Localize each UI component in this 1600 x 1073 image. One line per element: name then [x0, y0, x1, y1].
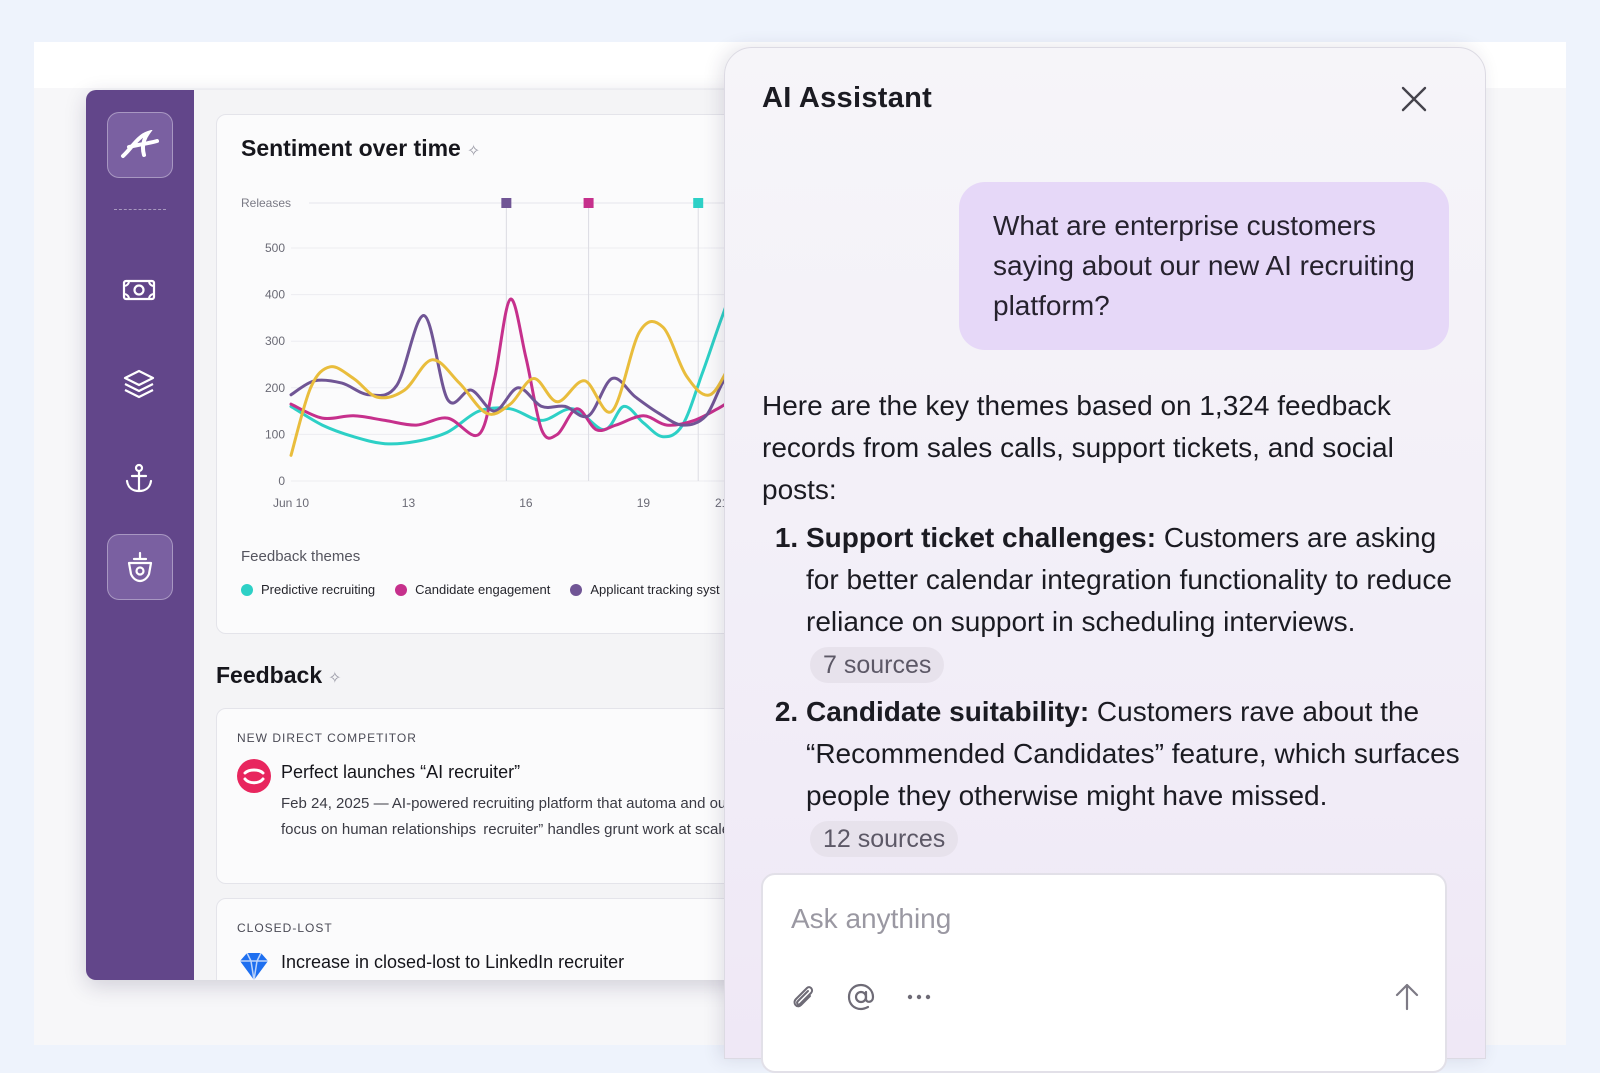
sidebar-item-money[interactable] [107, 258, 171, 322]
chart-title: Sentiment over time [241, 135, 461, 161]
legend-swatch [395, 583, 408, 596]
close-icon [1401, 86, 1427, 112]
legend-label: Candidate engagement [415, 582, 551, 597]
chart-legend: Predictive recruiting Candidate engagemen… [241, 582, 720, 597]
paperclip-icon [793, 986, 814, 1008]
series-line [289, 312, 786, 457]
y-tick-label: 200 [265, 381, 285, 395]
x-tick-label: 19 [637, 496, 651, 510]
script-a-logo-icon[interactable] [107, 112, 173, 178]
dashboard-main: Sentiment over time ✧ Releases 0 100 200 300 4… [194, 90, 786, 980]
point-text: Customers rave about the “Recommended Ca… [806, 696, 1460, 811]
sidebar-item-anchor[interactable] [107, 446, 171, 510]
send-button[interactable] [1389, 979, 1425, 1015]
feedback-tag: CLOSED-LOST [237, 921, 333, 935]
release-marker [501, 198, 512, 208]
y-tick-label: 400 [265, 288, 285, 302]
sparkle-icon: ✧ [328, 670, 342, 687]
perfect-logo-icon [237, 759, 271, 793]
sources-chip[interactable]: 7 sources [810, 647, 945, 683]
at-sign-icon [847, 983, 875, 1011]
ship-wheel-icon [127, 551, 153, 583]
sidebar-divider [114, 209, 166, 210]
close-button[interactable] [1397, 82, 1431, 116]
release-marker [693, 198, 704, 208]
y-tick-label: 100 [265, 427, 285, 441]
assistant-title: AI Assistant [762, 82, 933, 114]
legend-label: Applicant tracking syst [590, 582, 720, 597]
releases-label: Releases [241, 196, 291, 210]
layers-icon [123, 369, 155, 399]
feedback-tag: NEW DIRECT COMPETITOR [237, 731, 417, 745]
release-marker [583, 198, 594, 208]
answer-intro: Here are the key themes based on 1,324 f… [762, 390, 1394, 505]
point-heading: Candidate suitability: [806, 696, 1090, 727]
legend-item[interactable]: Applicant tracking syst [570, 582, 720, 597]
x-tick-label: 16 [519, 496, 533, 510]
user-message-bubble: What are enterprise customers saying abo… [959, 182, 1449, 350]
chat-composer [761, 873, 1447, 1073]
send-arrow-icon [1395, 983, 1419, 1011]
series-line [289, 297, 786, 440]
attach-button[interactable] [785, 979, 821, 1015]
feedback-body: Feb 24, 2025 — AI-powered recruiting pla… [281, 791, 786, 843]
sidebar [86, 90, 194, 980]
legend-swatch [570, 583, 583, 596]
feedback-title-text: Perfect launches “AI recruiter” [281, 762, 521, 782]
sources-chip[interactable]: 12 sources [810, 821, 959, 857]
ask-input[interactable] [789, 893, 1393, 945]
x-tick-label: 13 [402, 496, 416, 510]
point-heading: Support ticket challenges: [806, 522, 1157, 553]
sparkle-icon: ✧ [466, 143, 481, 160]
more-dots-icon [907, 994, 931, 1000]
feedback-title: Feedback [216, 662, 323, 688]
ai-assistant-panel: AI Assistant What are enterprise custome… [724, 47, 1486, 1073]
legend-title: Feedback themes [241, 548, 361, 565]
legend-item[interactable]: Predictive recruiting [241, 582, 375, 597]
answer-point: Candidate suitability: Customers rave ab… [806, 691, 1462, 859]
anchor-icon [125, 463, 153, 493]
series-line [289, 314, 786, 427]
y-tick-label: 300 [265, 334, 285, 348]
linkedin-gem-logo-icon [240, 952, 268, 980]
legend-item[interactable]: Candidate engagement [395, 582, 550, 597]
feedback-section-title: Feedback ✧ [216, 662, 342, 689]
answer-points-list: Support ticket challenges: Customers are… [762, 517, 1462, 859]
dashboard-app: Sentiment over time ✧ Releases 0 100 200 300 4… [86, 90, 786, 980]
y-tick-label: 500 [265, 241, 285, 255]
y-tick-label: 0 [278, 474, 285, 488]
feedback-card[interactable]: CLOSED-LOST Increase in closed-lost to L… [216, 898, 786, 980]
legend-swatch [241, 583, 253, 596]
answer-point: Support ticket challenges: Customers are… [806, 517, 1462, 685]
legend-label: Predictive recruiting [261, 582, 376, 597]
sidebar-item-ship[interactable] [107, 534, 173, 600]
more-options-button[interactable] [901, 979, 937, 1015]
assistant-answer: Here are the key themes based on 1,324 f… [762, 385, 1462, 865]
chart-card-title: Sentiment over time ✧ [241, 135, 480, 162]
mention-button[interactable] [843, 979, 879, 1015]
feedback-card[interactable]: NEW DIRECT COMPETITOR Perfect launches “… [216, 708, 786, 884]
point-text: Customers are asking for better calendar… [806, 522, 1452, 637]
feedback-body-text: Feb 24, 2025 — AI-powered recruiting pla… [281, 795, 786, 838]
banknote-icon [122, 279, 156, 301]
sentiment-chart-card: Sentiment over time ✧ Releases 0 100 200 300 4… [216, 114, 786, 634]
x-tick-label: Jun 10 [273, 496, 309, 510]
sidebar-item-layers[interactable] [107, 352, 171, 416]
feedback-title-text: Increase in closed-lost to LinkedIn recr… [281, 952, 625, 972]
